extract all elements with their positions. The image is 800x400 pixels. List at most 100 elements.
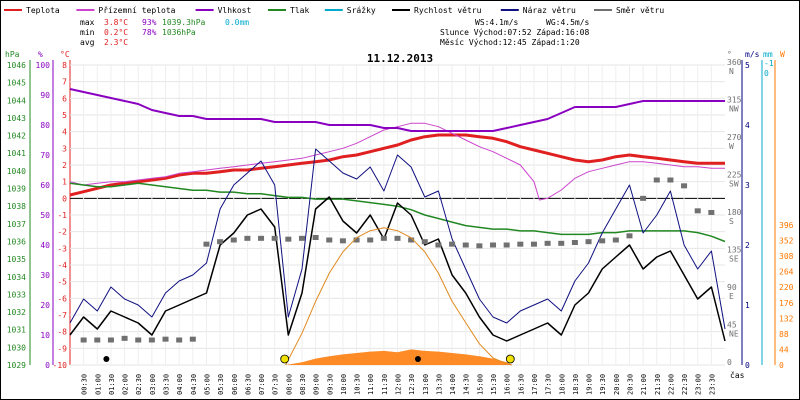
time-tick-label: 18:00 <box>558 374 566 395</box>
hpa-tick-label: 1031 <box>7 326 26 335</box>
time-tick-label: 14:00 <box>449 374 457 395</box>
hpa-tick-label: 1041 <box>7 149 26 158</box>
hum-tick-label: 10 <box>40 331 50 340</box>
series-teplota-line <box>69 133 725 197</box>
series-smer-vetru-point <box>421 239 428 245</box>
series-slunecni-zareni-area <box>285 349 513 365</box>
hum-tick-label: 50 <box>40 211 50 220</box>
hpa-tick-label: 1035 <box>7 255 26 264</box>
series-smer-vetru-point <box>298 235 305 241</box>
series-smer-vetru-point <box>653 177 660 183</box>
solar-tick-label: 264 <box>779 268 794 277</box>
time-tick-label: 12:00 <box>395 374 403 395</box>
dir-tick-label: 0 <box>727 358 732 367</box>
legend: Teplota Přízemní teplota Vlhkost Tlak Srážky… <box>4 6 664 15</box>
series-teoreticke-zareni-line <box>285 227 513 366</box>
time-tick-label: 09:30 <box>326 374 334 395</box>
solar-tick-label: 88 <box>779 330 789 339</box>
series-smer-vetru-point <box>380 235 387 241</box>
time-tick-label: 04:30 <box>190 374 198 395</box>
dir-tick-cardinal: SW <box>729 180 739 189</box>
series-naraz-vetru-line <box>69 148 726 330</box>
dir-tick-cardinal: N <box>729 67 734 76</box>
series-smer-vetru-point <box>708 210 715 215</box>
time-tick-label: 05:30 <box>217 374 225 395</box>
series-smer-vetru-point <box>285 236 292 242</box>
legend-label: Rychlost větru <box>414 6 482 15</box>
time-tick-label: 17:00 <box>531 374 539 395</box>
series-smer-vetru-point <box>667 177 674 183</box>
stats-min-temp: 0.2°C <box>104 28 128 37</box>
time-tick-label: 19:30 <box>599 374 607 395</box>
hpa-tick-label: 1036 <box>7 237 26 246</box>
series-smer-vetru-point <box>530 241 537 247</box>
series-prizemni-teplota-line <box>69 122 725 201</box>
series-smer-vetru-point <box>476 243 483 249</box>
series-smer-vetru-point <box>503 242 510 248</box>
series-smer-vetru-point <box>394 235 401 241</box>
hum-tick-label: 60 <box>40 181 50 190</box>
time-tick-label: 07:30 <box>272 374 280 395</box>
series-smer-vetru-point <box>571 240 578 245</box>
info-wg: WG:4.5m/s <box>546 18 590 27</box>
time-tick-label: 22:00 <box>667 374 675 395</box>
temp-tick-label: 8 <box>62 61 67 70</box>
hpa-tick-label: 1032 <box>7 308 26 317</box>
axis-unit-labels: hPa % °C ° m/s mm W čas <box>5 50 785 380</box>
time-tick-label: 02:00 <box>122 374 130 395</box>
time-tick-label: 02:30 <box>135 374 143 395</box>
hum-tick-label: 80 <box>40 121 50 130</box>
hum-tick-label: 0 <box>45 361 50 370</box>
temp-tick-label: -8 <box>57 328 67 337</box>
time-tick-label: 03:00 <box>149 374 157 395</box>
stats-avg-label: avg <box>80 38 95 47</box>
series-smer-vetru-point <box>544 240 551 246</box>
temp-tick-label: -5 <box>57 278 67 287</box>
series-rychlost-vetru-line <box>69 196 726 342</box>
series-smer-vetru-point <box>176 337 183 343</box>
time-tick-label: 20:30 <box>626 374 634 395</box>
time-tick-label: 01:30 <box>108 374 116 395</box>
series-smer-vetru-point <box>217 239 224 245</box>
plot-area <box>69 88 726 366</box>
dir-tick-cardinal: S <box>729 217 734 226</box>
temp-tick-label: -10 <box>53 361 68 370</box>
hpa-tick-label: 1039 <box>7 185 26 194</box>
dir-tick-cardinal: SE <box>729 255 739 264</box>
time-tick-label: 20:00 <box>613 374 621 395</box>
series-smer-vetru-point <box>148 337 155 343</box>
series-smer-vetru-point <box>339 238 346 244</box>
series-smer-vetru-point <box>449 241 456 247</box>
series-smer-vetru-point <box>203 241 210 247</box>
sunset-marker <box>505 354 515 364</box>
series-smer-vetru-point <box>694 208 701 214</box>
temp-tick-label: 0 <box>62 194 67 203</box>
solar-tick-label: 132 <box>779 314 794 323</box>
time-tick-label: 08:30 <box>299 374 307 395</box>
time-tick-label: 10:30 <box>354 374 362 395</box>
hpa-tick-label: 1042 <box>7 132 26 141</box>
stats-avg-temp: 2.3°C <box>104 38 128 47</box>
temp-tick-label: 4 <box>62 128 67 137</box>
solar-tick-label: 44 <box>779 345 789 354</box>
legend-label: Směr větru <box>616 6 664 15</box>
sunrise-marker <box>280 354 290 364</box>
time-tick-label: 19:00 <box>586 374 594 395</box>
solar-tick-label: 308 <box>779 252 794 261</box>
time-tick-label: 00:30 <box>81 374 89 395</box>
time-tick-label: 08:00 <box>285 374 293 395</box>
dir-tick-label: 90 <box>727 283 737 292</box>
hum-unit-label: % <box>38 50 43 59</box>
legend-label: Náraz větru <box>523 6 576 15</box>
hum-tick-label: 30 <box>40 271 50 280</box>
time-tick-label: 07:00 <box>258 374 266 395</box>
dir-tick-label: 225 <box>727 171 742 180</box>
temp-tick-label: -3 <box>57 244 67 253</box>
hum-tick-label: 20 <box>40 301 50 310</box>
time-tick-label: 10:00 <box>340 374 348 395</box>
time-tick-label: 17:30 <box>545 374 553 395</box>
series-smer-vetru-point <box>107 337 114 343</box>
legend-label: Srážky <box>347 6 376 15</box>
stats-max-press: 1039.3hPa <box>162 18 206 27</box>
